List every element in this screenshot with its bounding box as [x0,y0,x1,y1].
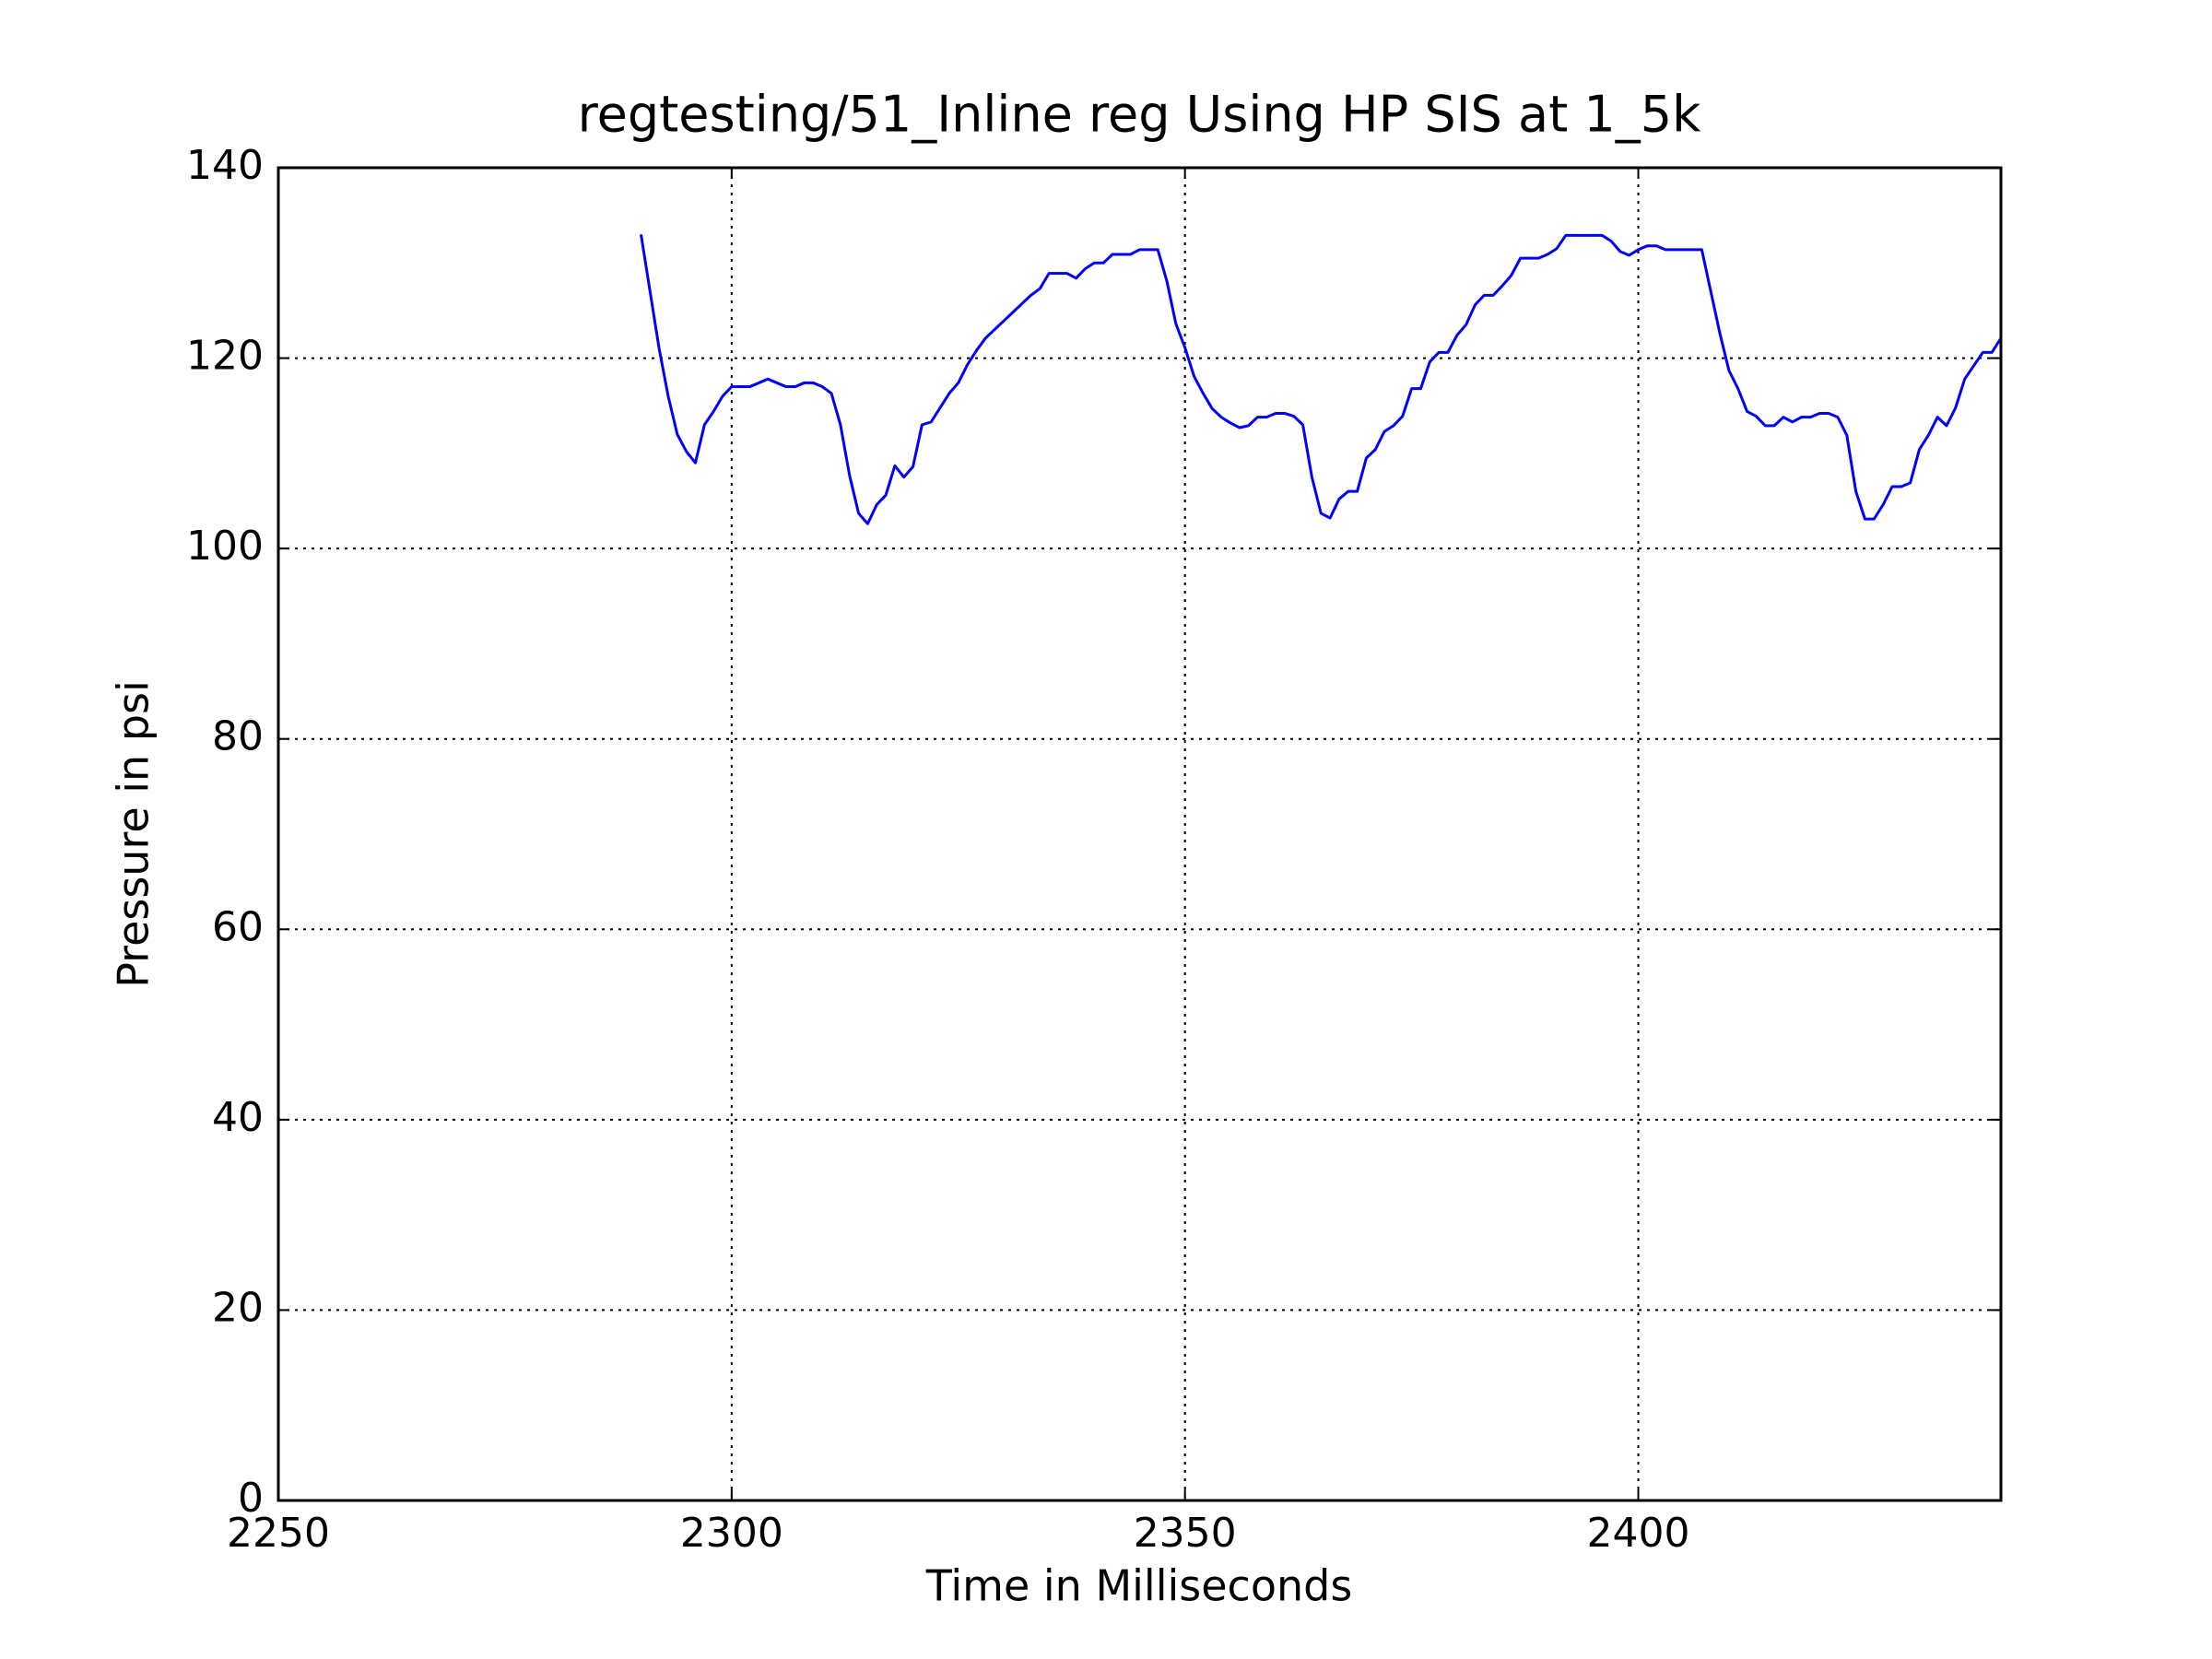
x-tick-label: 2400 [1587,1510,1690,1557]
chart-title: regtesting/51_Inline reg Using HP SIS at… [578,86,1702,144]
x-tick-label: 2350 [1134,1510,1237,1557]
y-tick-label: 60 [212,903,264,950]
y-tick-label: 20 [212,1284,264,1331]
y-tick-label: 140 [186,142,264,189]
y-tick-label: 100 [186,523,264,570]
y-tick-label: 40 [212,1094,264,1141]
y-axis-label: Pressure in psi [109,680,159,988]
plot-frame [276,166,2003,1502]
data-line [639,233,2003,525]
y-tick-label: 120 [186,333,264,380]
y-tick-label: 0 [238,1475,264,1522]
x-tick-label: 2300 [680,1510,783,1557]
y-tick-label: 80 [212,713,264,760]
x-axis-label: Time in Milliseconds [925,1561,1353,1611]
x-tick-label: 2250 [227,1510,330,1557]
